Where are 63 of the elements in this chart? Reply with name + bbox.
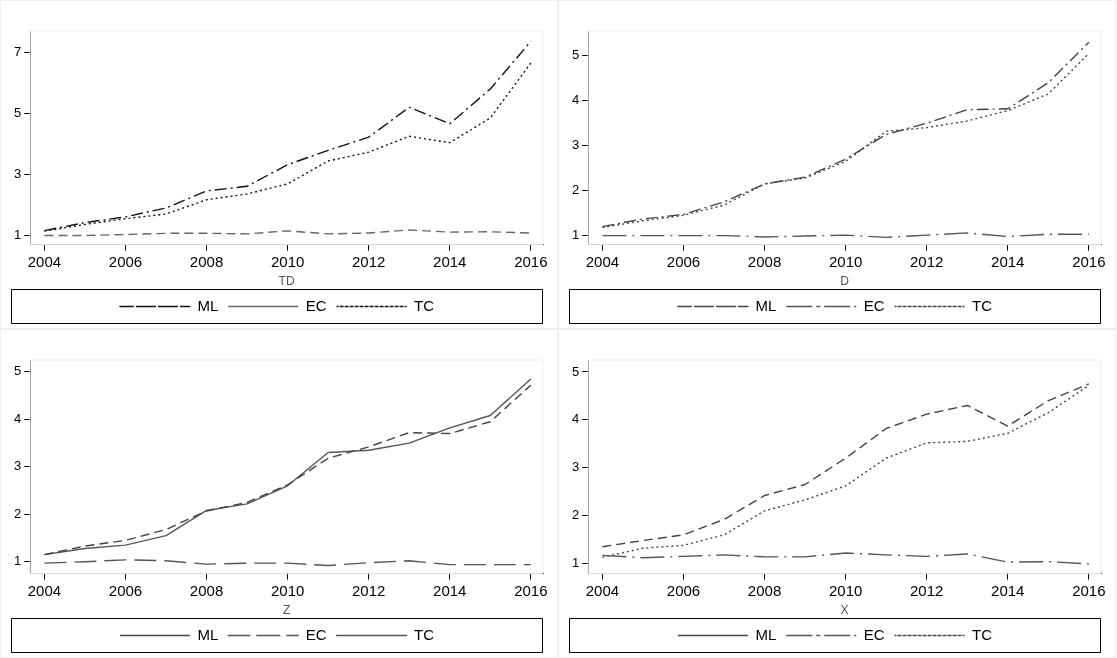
x-tick-label: 2016 [514, 252, 548, 270]
x-tick-label: 2008 [189, 252, 224, 270]
x-tick-label: 2014 [991, 581, 1025, 599]
y-tick-label: 5 [572, 363, 580, 379]
x-tick-label: 2014 [991, 252, 1025, 270]
x-tick-label: 2016 [1072, 581, 1106, 599]
legend-label: EC [305, 625, 327, 643]
x-axis-title: D [840, 274, 850, 289]
y-tick-label: 1 [14, 553, 22, 569]
x-tick-label: 2004 [585, 581, 620, 599]
x-axis-title: X [840, 603, 849, 618]
x-tick-label: 2006 [666, 252, 701, 270]
x-tick-label: 2006 [108, 581, 143, 599]
x-tick-label: 2014 [433, 581, 467, 599]
x-tick-label: 2008 [747, 581, 782, 599]
x-tick-label: 2010 [828, 252, 863, 270]
y-tick-label: 3 [572, 459, 580, 475]
x-tick-label: 2008 [189, 581, 224, 599]
y-tick-label: 7 [14, 43, 22, 59]
y-tick-label: 4 [572, 92, 580, 108]
y-tick-label: 3 [572, 137, 580, 153]
legend-label: EC [863, 625, 885, 643]
legend-label: ML [197, 296, 219, 314]
y-tick-label: 4 [572, 411, 580, 427]
legend-label: TC [972, 296, 993, 314]
y-tick-label: 4 [14, 410, 22, 426]
x-tick-label: 2012 [910, 252, 944, 270]
legend-label: TC [414, 625, 435, 643]
y-tick-label: 5 [14, 104, 22, 120]
legend-label: ML [755, 296, 777, 314]
x-tick-label: 2006 [666, 581, 701, 599]
x-tick-label: 2008 [747, 252, 782, 270]
y-tick-label: 5 [14, 363, 22, 379]
x-tick-label: 2014 [433, 252, 467, 270]
y-tick-label: 1 [572, 555, 580, 571]
x-tick-label: 2004 [585, 252, 620, 270]
y-tick-label: 2 [572, 507, 580, 523]
legend-label: TC [414, 296, 435, 314]
y-tick-label: 3 [14, 458, 22, 474]
legend-label: TC [972, 625, 993, 643]
x-tick-label: 2010 [270, 252, 305, 270]
x-tick-label: 2012 [910, 581, 944, 599]
x-tick-label: 2004 [27, 581, 62, 599]
x-tick-label: 2004 [27, 252, 62, 270]
legend-label: EC [305, 296, 327, 314]
y-tick-label: 3 [14, 166, 22, 181]
y-tick-label: 2 [14, 505, 22, 521]
y-tick-label: 2 [572, 182, 580, 198]
x-tick-label: 2006 [108, 252, 143, 270]
legend-label: EC [863, 296, 885, 314]
legend-label: ML [197, 625, 219, 643]
x-tick-label: 2016 [514, 581, 548, 599]
x-tick-label: 2010 [828, 581, 863, 599]
x-axis-title: TD [278, 274, 295, 289]
x-tick-label: 2012 [352, 581, 386, 599]
x-tick-label: 2016 [1072, 252, 1106, 270]
y-tick-label: 1 [14, 227, 22, 243]
y-tick-label: 1 [572, 227, 580, 243]
y-tick-label: 5 [572, 47, 580, 63]
x-tick-label: 2010 [270, 581, 305, 599]
x-axis-title: Z [282, 603, 291, 618]
legend-label: ML [755, 625, 777, 643]
x-tick-label: 2012 [352, 252, 386, 270]
